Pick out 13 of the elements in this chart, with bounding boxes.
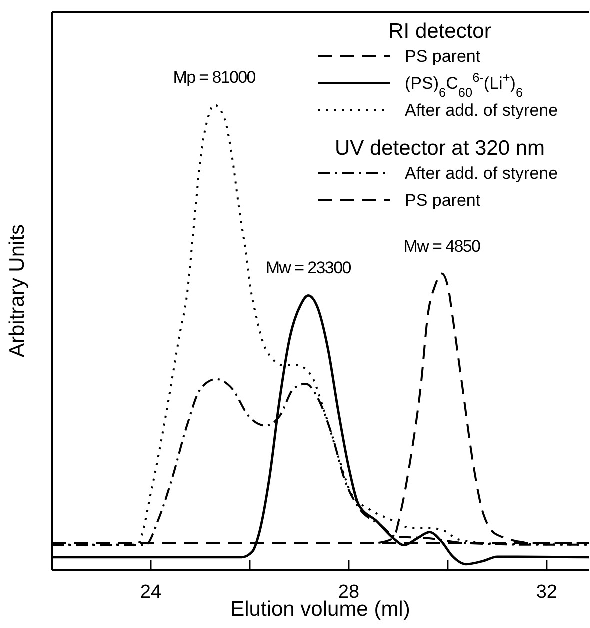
annotation: Mw = 4850 (404, 236, 481, 256)
legend-label: After add. of styrene (405, 101, 558, 120)
annotation: Mw = 23300 (266, 258, 352, 278)
annotation: Mp = 81000 (173, 68, 256, 87)
text: (PS)$_{6}$C$_{60}$$^{6-}$(Li$^{+}$)$_{6}$ (405, 70, 524, 100)
x-tick-label: 24 (140, 582, 162, 603)
legend-label: PS parent (405, 191, 481, 210)
legend-label: PS parent (405, 47, 481, 66)
y-axis-title: Arbitrary Units (6, 224, 29, 358)
annotation: UV detector at 320 nm (334, 137, 546, 160)
legend-label: After add. of styrene (405, 164, 558, 183)
text: RI detector (388, 20, 492, 43)
x-tick-label: 32 (536, 582, 558, 603)
